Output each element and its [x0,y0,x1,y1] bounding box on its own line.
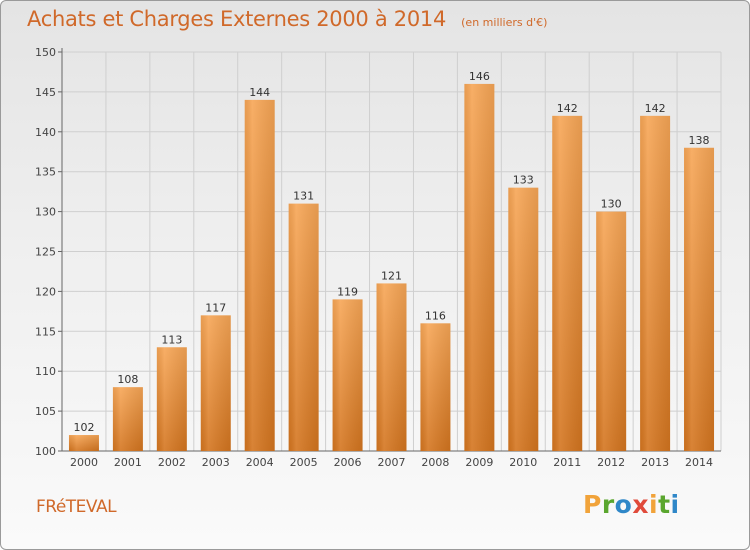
chart-title: Achats et Charges Externes 2000 à 2014 [27,7,447,31]
bar-shade-2003 [200,315,231,451]
x-tick-label-2001: 2001 [114,456,142,469]
value-label-2000: 102 [73,421,94,434]
y-tick-label: 105 [35,405,56,418]
bar-shade-2013 [640,115,671,451]
y-tick-label: 125 [35,246,56,259]
proxiti-logo: Proxiti [583,490,680,519]
x-tick-label-2003: 2003 [202,456,230,469]
bar-shade-2008 [420,323,451,451]
x-tick-label-2007: 2007 [378,456,406,469]
value-label-2006: 119 [337,285,358,298]
y-tick-label: 115 [35,325,56,338]
bar-shade-2009 [464,83,495,452]
x-tick-label-2004: 2004 [246,456,274,469]
bar-shade-2007 [376,283,407,451]
x-tick-label-2006: 2006 [334,456,362,469]
value-label-2011: 142 [557,102,578,115]
value-label-2012: 130 [601,198,622,211]
value-label-2007: 121 [381,269,402,282]
value-label-2010: 133 [513,174,534,187]
x-tick-label-2012: 2012 [597,456,625,469]
bar-shade-2001 [112,387,143,451]
value-label-2013: 142 [645,102,666,115]
value-label-2014: 138 [689,134,710,147]
x-tick-label-2002: 2002 [158,456,186,469]
bar-shade-2012 [596,211,627,451]
x-tick-label-2005: 2005 [290,456,318,469]
bar-shade-2004 [244,99,275,451]
chart-subtitle: (en milliers d'€) [461,16,548,29]
bar-shade-2014 [684,147,715,451]
y-tick-label: 150 [35,46,56,59]
value-label-2008: 116 [425,309,446,322]
y-tick-label: 110 [35,365,56,378]
bar-shade-2010 [508,187,539,451]
value-label-2002: 113 [161,333,182,346]
y-tick-label: 120 [35,285,56,298]
x-tick-label-2009: 2009 [465,456,493,469]
x-tick-label-2011: 2011 [553,456,581,469]
bar-shade-2000 [68,435,99,451]
data-labels: 102 108 113 117 144 131 119 121 116 146 133 142 130 1… [73,70,709,434]
y-tick-label: 145 [35,86,56,99]
value-label-2005: 131 [293,190,314,203]
value-label-2001: 108 [117,373,138,386]
bar-shade-2005 [288,203,319,451]
commune-name: FRéTEVAL [36,497,117,517]
bar-shade-2011 [552,115,583,451]
title-row: Achats et Charges Externes 2000 à 2014 (… [27,7,547,31]
bar-shade-2002 [156,347,187,451]
y-tick-label: 130 [35,206,56,219]
x-tick-label-2008: 2008 [421,456,449,469]
value-label-2003: 117 [205,301,226,314]
x-tick-label-2010: 2010 [509,456,537,469]
x-tick-label-2014: 2014 [685,456,713,469]
x-tick-label-2000: 2000 [70,456,98,469]
y-tick-label: 140 [35,126,56,139]
value-label-2009: 146 [469,70,490,83]
value-label-2004: 144 [249,86,270,99]
bars [68,83,715,452]
y-tick-label: 100 [35,445,56,458]
bar-shade-2006 [332,299,363,451]
x-tick-label-2013: 2013 [641,456,669,469]
tick-labels: 100 105 110 115 120 125 130 135 140 145 150 2000 200… [35,46,713,469]
y-tick-label: 135 [35,166,56,179]
